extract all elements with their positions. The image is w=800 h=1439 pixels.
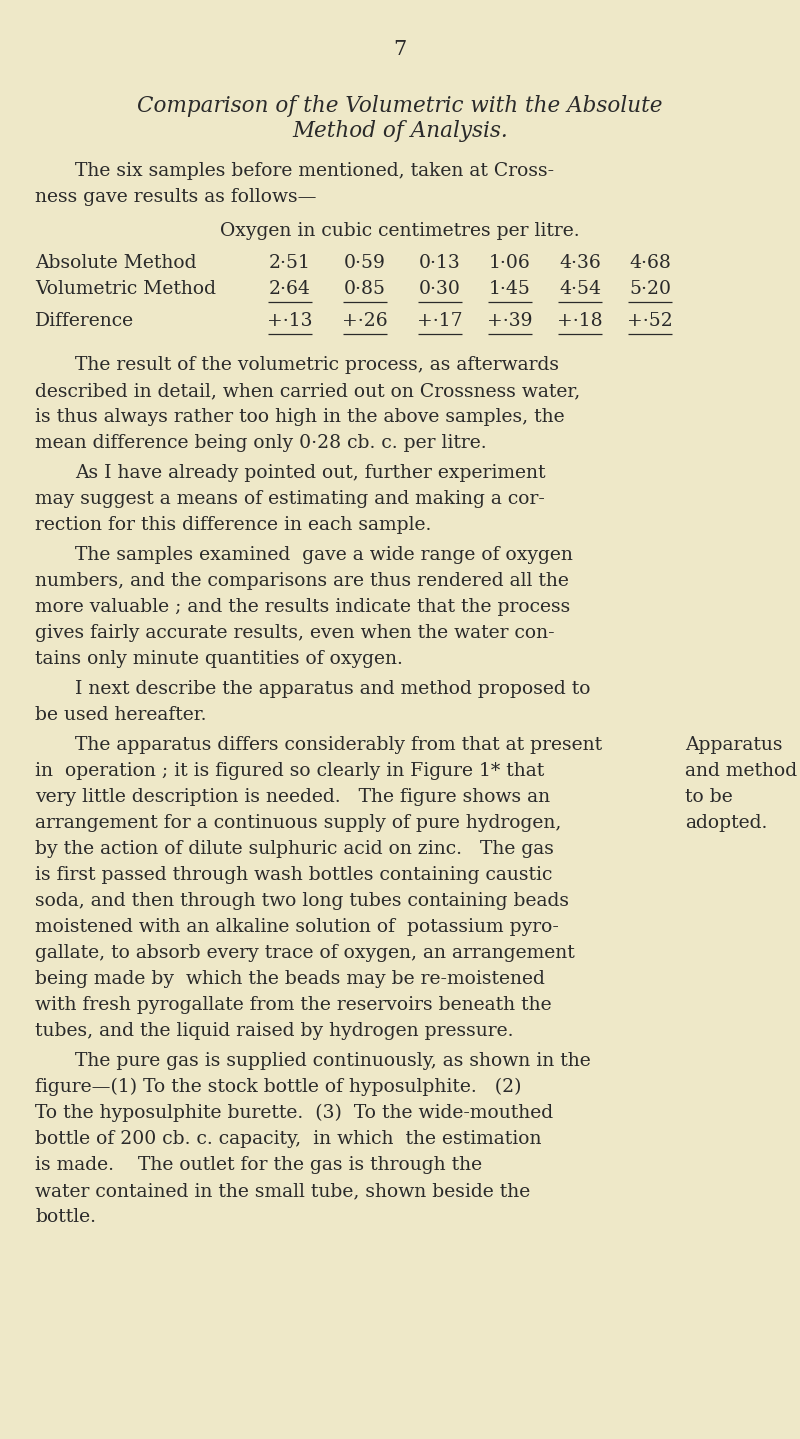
Text: bottle of 200 cb. c. capacity,  in which  the estimation: bottle of 200 cb. c. capacity, in which … xyxy=(35,1130,542,1148)
Text: +·13: +·13 xyxy=(267,312,313,330)
Text: 5·20: 5·20 xyxy=(629,281,671,298)
Text: being made by  which the beads may be re-moistened: being made by which the beads may be re-… xyxy=(35,970,545,989)
Text: The samples examined  gave a wide range of oxygen: The samples examined gave a wide range o… xyxy=(75,545,573,564)
Text: Oxygen in cubic centimetres per litre.: Oxygen in cubic centimetres per litre. xyxy=(220,222,580,240)
Text: To the hyposulphite burette.  (3)  To the wide-mouthed: To the hyposulphite burette. (3) To the … xyxy=(35,1104,553,1122)
Text: tubes, and the liquid raised by hydrogen pressure.: tubes, and the liquid raised by hydrogen… xyxy=(35,1022,514,1040)
Text: 1·45: 1·45 xyxy=(489,281,531,298)
Text: +·26: +·26 xyxy=(342,312,388,330)
Text: 2·51: 2·51 xyxy=(269,255,311,272)
Text: Volumetric Method: Volumetric Method xyxy=(35,281,216,298)
Text: 7: 7 xyxy=(394,40,406,59)
Text: Apparatus: Apparatus xyxy=(685,735,782,754)
Text: I next describe the apparatus and method proposed to: I next describe the apparatus and method… xyxy=(75,681,590,698)
Text: adopted.: adopted. xyxy=(685,814,767,832)
Text: 0·30: 0·30 xyxy=(419,281,461,298)
Text: The apparatus differs considerably from that at present: The apparatus differs considerably from … xyxy=(75,735,602,754)
Text: 0·85: 0·85 xyxy=(344,281,386,298)
Text: 4·54: 4·54 xyxy=(559,281,601,298)
Text: tains only minute quantities of oxygen.: tains only minute quantities of oxygen. xyxy=(35,650,403,668)
Text: 4·68: 4·68 xyxy=(629,255,671,272)
Text: very little description is needed.   The figure shows an: very little description is needed. The f… xyxy=(35,789,550,806)
Text: is made.    The outlet for the gas is through the: is made. The outlet for the gas is throu… xyxy=(35,1156,482,1174)
Text: +·17: +·17 xyxy=(417,312,463,330)
Text: bottle.: bottle. xyxy=(35,1207,96,1226)
Text: water contained in the small tube, shown beside the: water contained in the small tube, shown… xyxy=(35,1181,530,1200)
Text: moistened with an alkaline solution of  potassium pyro-: moistened with an alkaline solution of p… xyxy=(35,918,559,935)
Text: and method: and method xyxy=(685,763,797,780)
Text: +·39: +·39 xyxy=(487,312,533,330)
Text: As I have already pointed out, further experiment: As I have already pointed out, further e… xyxy=(75,463,546,482)
Text: arrangement for a continuous supply of pure hydrogen,: arrangement for a continuous supply of p… xyxy=(35,814,562,832)
Text: Absolute Method: Absolute Method xyxy=(35,255,197,272)
Text: 0·13: 0·13 xyxy=(419,255,461,272)
Text: The six samples before mentioned, taken at Cross-: The six samples before mentioned, taken … xyxy=(75,163,554,180)
Text: with fresh pyrogallate from the reservoirs beneath the: with fresh pyrogallate from the reservoi… xyxy=(35,996,552,1014)
Text: +·18: +·18 xyxy=(557,312,603,330)
Text: Comparison of the Volumetric with the Absolute: Comparison of the Volumetric with the Ab… xyxy=(138,95,662,117)
Text: gallate, to absorb every trace of oxygen, an arrangement: gallate, to absorb every trace of oxygen… xyxy=(35,944,574,963)
Text: gives fairly accurate results, even when the water con-: gives fairly accurate results, even when… xyxy=(35,625,554,642)
Text: 1·06: 1·06 xyxy=(489,255,531,272)
Text: in  operation ; it is figured so clearly in Figure 1* that: in operation ; it is figured so clearly … xyxy=(35,763,544,780)
Text: described in detail, when carried out on Crossness water,: described in detail, when carried out on… xyxy=(35,381,580,400)
Text: The result of the volumetric process, as afterwards: The result of the volumetric process, as… xyxy=(75,355,559,374)
Text: numbers, and the comparisons are thus rendered all the: numbers, and the comparisons are thus re… xyxy=(35,571,569,590)
Text: figure—(1) To the stock bottle of hyposulphite.   (2): figure—(1) To the stock bottle of hyposu… xyxy=(35,1078,522,1097)
Text: rection for this difference in each sample.: rection for this difference in each samp… xyxy=(35,517,431,534)
Text: to be: to be xyxy=(685,789,733,806)
Text: is first passed through wash bottles containing caustic: is first passed through wash bottles con… xyxy=(35,866,552,884)
Text: be used hereafter.: be used hereafter. xyxy=(35,707,206,724)
Text: may suggest a means of estimating and making a cor-: may suggest a means of estimating and ma… xyxy=(35,491,545,508)
Text: +·52: +·52 xyxy=(627,312,673,330)
Text: 0·59: 0·59 xyxy=(344,255,386,272)
Text: soda, and then through two long tubes containing beads: soda, and then through two long tubes co… xyxy=(35,892,569,909)
Text: is thus always rather too high in the above samples, the: is thus always rather too high in the ab… xyxy=(35,409,565,426)
Text: by the action of dilute sulphuric acid on zinc.   The gas: by the action of dilute sulphuric acid o… xyxy=(35,840,554,858)
Text: The pure gas is supplied continuously, as shown in the: The pure gas is supplied continuously, a… xyxy=(75,1052,590,1071)
Text: Method of Analysis.: Method of Analysis. xyxy=(292,119,508,142)
Text: Difference: Difference xyxy=(35,312,134,330)
Text: 4·36: 4·36 xyxy=(559,255,601,272)
Text: ness gave results as follows—: ness gave results as follows— xyxy=(35,189,317,206)
Text: mean difference being only 0·28 cb. c. per litre.: mean difference being only 0·28 cb. c. p… xyxy=(35,435,486,452)
Text: more valuable ; and the results indicate that the process: more valuable ; and the results indicate… xyxy=(35,599,570,616)
Text: 2·64: 2·64 xyxy=(269,281,311,298)
